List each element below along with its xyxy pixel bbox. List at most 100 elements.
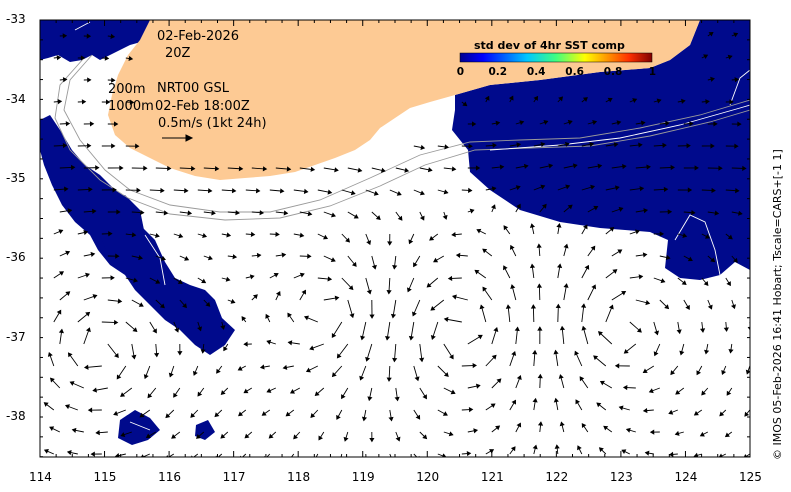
current-arrowhead <box>114 353 119 359</box>
current-arrowhead <box>120 392 126 397</box>
colorbar-tick-label: 0 <box>456 66 464 78</box>
current-arrowhead <box>495 425 501 431</box>
current-arrowhead <box>266 388 272 393</box>
current-arrowhead <box>574 350 580 356</box>
current-arrowhead <box>443 316 449 323</box>
current-arrowhead <box>533 95 539 101</box>
current-arrowhead <box>386 377 392 382</box>
current-arrowhead <box>590 184 596 190</box>
current-arrowhead <box>762 212 765 216</box>
current-arrowhead <box>133 277 139 283</box>
x-tick-label: 123 <box>609 470 633 484</box>
current-arrowhead <box>131 232 137 238</box>
current-arrowhead <box>334 295 340 301</box>
current-arrowhead <box>731 304 736 310</box>
current-arrowhead <box>597 163 603 169</box>
current-arrowhead <box>301 289 306 295</box>
current-arrowhead <box>703 280 709 286</box>
current-arrowhead <box>565 184 571 190</box>
current-arrowhead <box>476 228 482 234</box>
current-arrowhead <box>430 335 436 340</box>
current-arrowhead <box>759 189 762 193</box>
current-arrowhead <box>232 254 238 260</box>
colorbar-gradient <box>459 52 653 63</box>
current-arrowhead <box>115 253 120 259</box>
current-arrowhead <box>250 231 256 237</box>
current-arrowhead <box>220 390 226 395</box>
current-arrowhead <box>468 187 473 193</box>
current-arrowhead <box>182 303 187 309</box>
current-arrowhead <box>553 349 559 355</box>
current-arrowhead <box>589 141 595 148</box>
current-arrowhead <box>759 144 762 148</box>
current-arrowhead <box>80 55 86 61</box>
current-arrowhead <box>56 309 62 315</box>
current-arrowhead <box>642 252 648 258</box>
current-arrowhead <box>469 208 475 214</box>
current-arrowhead <box>433 257 439 263</box>
current-arrowhead <box>132 327 138 333</box>
current-arrowhead <box>168 372 174 378</box>
current-arrowhead <box>392 265 398 270</box>
current-arrowhead <box>47 351 53 357</box>
current-arrowhead <box>503 225 509 231</box>
current-arrowhead <box>327 276 333 282</box>
current-arrowhead <box>563 243 569 249</box>
current-arrowhead <box>88 186 93 193</box>
product-label: NRT00 GSL <box>157 81 229 96</box>
current-arrowhead <box>95 165 100 171</box>
current-arrowhead <box>279 188 285 194</box>
current-arrowhead <box>710 76 715 82</box>
x-tick-label: 121 <box>480 470 504 484</box>
current-arrowhead <box>491 186 497 192</box>
current-arrowhead <box>49 377 55 383</box>
current-arrowhead <box>85 311 91 317</box>
current-arrowhead <box>147 393 153 399</box>
current-arrowhead <box>577 445 582 451</box>
current-arrow <box>749 189 750 191</box>
current-arrowhead <box>745 369 750 375</box>
current-arrowhead <box>475 165 481 171</box>
current-arrowhead <box>113 121 119 127</box>
y-tick-label: -36 <box>6 250 26 264</box>
current-arrowhead <box>451 166 457 172</box>
current-arrowhead <box>63 186 69 192</box>
current-arrowhead <box>530 304 537 309</box>
current-arrowhead <box>532 444 538 450</box>
current-arrow <box>290 453 295 457</box>
current-arrowhead <box>303 188 309 194</box>
current-arrowhead <box>104 55 110 61</box>
current-arrowhead <box>511 350 517 356</box>
current-arrowhead <box>622 384 628 391</box>
current-arrowhead <box>484 95 490 101</box>
credit-text: © IMOS 05-Feb-2026 16:41 Hobart; Tscale=… <box>771 149 784 460</box>
current-arrowhead <box>452 294 457 300</box>
x-tick-label: 115 <box>93 470 117 484</box>
current-arrowhead <box>704 234 711 239</box>
current-arrowhead <box>668 409 674 415</box>
current-arrowhead <box>341 394 346 400</box>
current-arrowhead <box>510 284 516 289</box>
current-arrowhead <box>190 165 196 172</box>
current-arrowhead <box>642 407 648 414</box>
current-arrowhead <box>579 376 585 382</box>
current-arrowhead <box>419 190 425 196</box>
current-arrow <box>755 344 756 352</box>
current-arrowhead <box>493 327 499 332</box>
current-arrowhead <box>491 354 497 360</box>
current-arrowhead <box>299 232 305 238</box>
current-arrowhead <box>81 99 87 105</box>
current-arrowhead <box>753 56 756 60</box>
current-arrowhead <box>540 184 546 190</box>
current-arrowhead <box>361 416 368 422</box>
current-arrowhead <box>603 425 609 431</box>
colorbar <box>459 52 653 63</box>
current-arrowhead <box>492 142 497 149</box>
current-arrowhead <box>737 121 742 127</box>
current-arrowhead <box>442 411 448 416</box>
current-arrowhead <box>285 411 291 417</box>
map-date: 02-Feb-2026 <box>157 29 240 44</box>
current-arrowhead <box>642 368 648 374</box>
current-arrowhead <box>623 348 629 354</box>
